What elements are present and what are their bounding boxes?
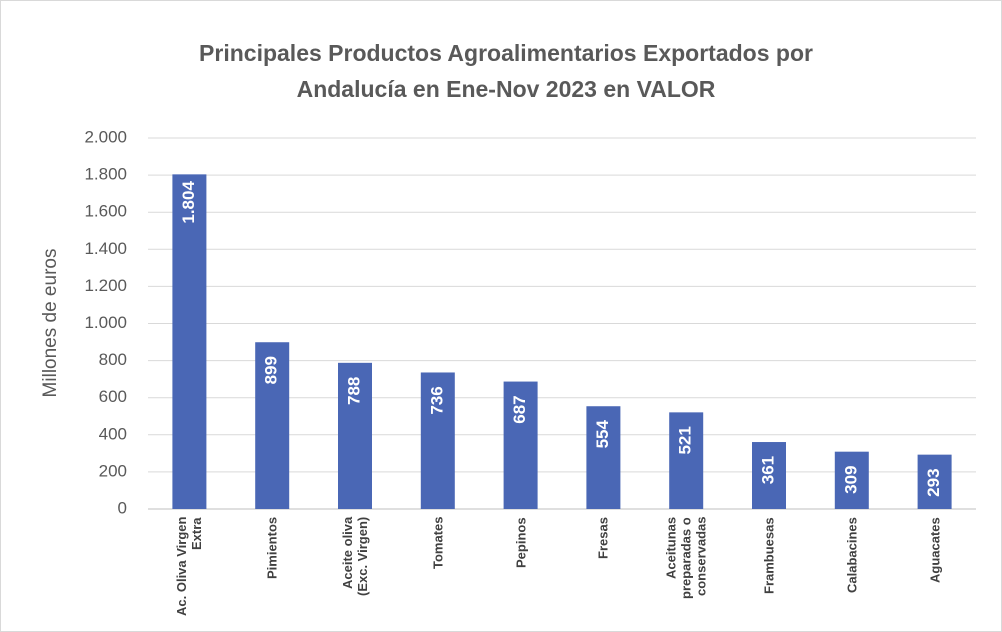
- chart: Principales Productos Agroalimentarios E…: [0, 0, 1002, 632]
- y-tick-label: 1.800: [84, 165, 127, 184]
- data-label: 788: [344, 377, 363, 405]
- data-label: 293: [924, 468, 943, 496]
- x-tick-label: Pimientos: [249, 517, 295, 622]
- x-tick-label: Fresas: [580, 517, 626, 622]
- x-tick-label: Ac. Oliva Virgen Extra: [166, 517, 212, 622]
- x-tick-label: Aceite oliva (Exc. Virgen): [332, 517, 378, 622]
- data-label: 687: [510, 395, 529, 423]
- data-label: 361: [758, 456, 777, 484]
- y-tick-label: 600: [99, 387, 127, 406]
- y-tick-label: 800: [99, 350, 127, 369]
- data-label: 736: [427, 386, 446, 414]
- y-tick-label: 1.400: [84, 239, 127, 258]
- x-tick-label: Aguacates: [912, 517, 958, 622]
- y-tick-label: 1.200: [84, 276, 127, 295]
- y-tick-label: 2.000: [84, 127, 127, 146]
- x-tick-label: Pepinos: [498, 517, 544, 622]
- data-label: 899: [262, 356, 281, 384]
- y-axis-label: Millones de euros: [40, 249, 61, 398]
- data-label: 521: [676, 426, 695, 454]
- data-label: 1.804: [179, 181, 198, 224]
- x-tick-label: Frambuesas: [746, 517, 792, 622]
- y-tick-label: 200: [99, 461, 127, 480]
- x-tick-label: Aceitunas preparadas o conservadas: [663, 517, 709, 622]
- x-tick-label: Calabacines: [829, 517, 875, 622]
- y-tick-label: 0: [118, 498, 127, 517]
- x-tick-label: Tomates: [415, 517, 461, 622]
- data-label: 309: [841, 465, 860, 493]
- data-label: 554: [593, 420, 612, 449]
- y-tick-label: 1.000: [84, 313, 127, 332]
- y-tick-label: 400: [99, 424, 127, 443]
- y-tick-label: 1.600: [84, 202, 127, 221]
